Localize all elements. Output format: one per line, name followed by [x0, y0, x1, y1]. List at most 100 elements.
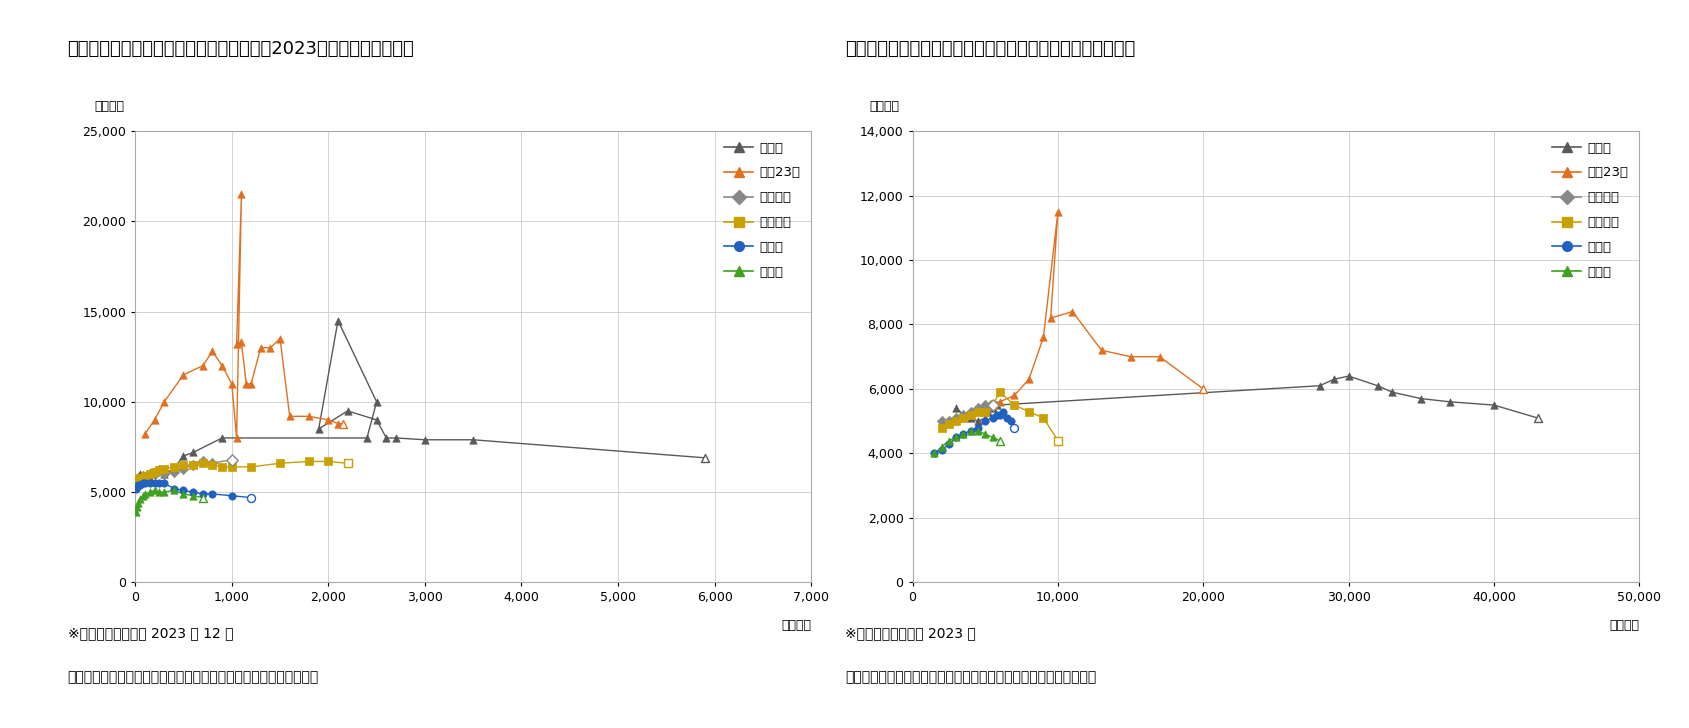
Point [978, 432, 1005, 443]
Point [927, 441, 954, 453]
Point [382, 432, 409, 444]
Point [1523, 412, 1551, 424]
Point [132, 488, 159, 499]
Point [179, 490, 206, 502]
Point [1029, 412, 1056, 424]
Point [179, 459, 206, 471]
Text: ※各項目の白抜きは 2023 年 12 月: ※各項目の白抜きは 2023 年 12 月 [68, 626, 233, 640]
Point [971, 428, 998, 440]
Legend: 首都圈, 東京23区, 東京都下, 神奈川県, 埼玉県, 千葉県: 首都圈, 東京23区, 東京都下, 神奈川県, 埼玉県, 千葉県 [1547, 138, 1632, 283]
Point [956, 425, 983, 437]
Point [986, 435, 1013, 446]
Point [1000, 389, 1027, 401]
Point [964, 425, 991, 437]
Point [171, 459, 198, 471]
Point [363, 414, 390, 426]
Point [189, 488, 216, 499]
Point [927, 444, 954, 456]
Point [127, 468, 154, 480]
Point [150, 396, 177, 408]
Point [228, 336, 255, 348]
Point [137, 478, 164, 489]
Point [927, 422, 954, 433]
Point [127, 474, 154, 486]
Point [1407, 393, 1434, 405]
Point [942, 412, 969, 424]
Text: （資料）不動産経済研究所の公表を基にニッセイ基礎研究所が作成: （資料）不動産経済研究所の公表を基にニッセイ基礎研究所が作成 [844, 670, 1096, 684]
Point [1145, 351, 1172, 363]
Point [373, 432, 400, 444]
Point [171, 450, 198, 462]
Text: ※各項目の白抜きは 2023 年: ※各項目の白抜きは 2023 年 [844, 626, 975, 640]
Point [145, 464, 172, 476]
Point [123, 478, 150, 489]
Point [238, 491, 265, 503]
Point [936, 435, 963, 446]
Point [942, 412, 969, 424]
Point [208, 360, 235, 371]
Point [140, 478, 167, 489]
Point [218, 454, 245, 465]
Point [150, 478, 177, 489]
Point [189, 457, 216, 469]
Point [132, 472, 159, 483]
Point [978, 412, 1005, 424]
Point [334, 405, 361, 416]
Point [223, 339, 250, 350]
Point [123, 506, 150, 518]
Point [179, 459, 206, 471]
Point [927, 416, 954, 427]
Point [171, 369, 198, 381]
Point [132, 470, 159, 482]
Point [247, 342, 274, 354]
Point [137, 468, 164, 480]
Point [238, 378, 265, 389]
Point [983, 409, 1010, 421]
Point [949, 428, 976, 440]
Point [410, 434, 437, 446]
Point [956, 409, 983, 421]
Point [150, 468, 177, 480]
Point [978, 399, 1005, 411]
Point [976, 399, 1003, 411]
Point [140, 467, 167, 478]
Point [171, 488, 198, 499]
Point [1037, 312, 1064, 324]
Point [956, 412, 983, 424]
Point [956, 405, 983, 417]
Point [130, 472, 157, 483]
Point [1319, 373, 1346, 385]
Point [160, 485, 187, 496]
Point [130, 490, 157, 502]
Point [127, 494, 154, 505]
Text: 図表３　首都圈新築マンション平均価格（2023年月次・エリア別）: 図表３ 首都圈新築マンション平均価格（2023年月次・エリア別） [68, 40, 414, 58]
Point [986, 396, 1013, 408]
Point [171, 463, 198, 475]
Point [993, 412, 1020, 424]
Point [1015, 373, 1042, 385]
Point [160, 461, 187, 472]
Point [150, 486, 177, 498]
Point [363, 396, 390, 408]
Point [997, 416, 1024, 427]
Point [942, 416, 969, 427]
Point [971, 399, 998, 411]
Point [986, 387, 1013, 398]
Point [199, 346, 226, 357]
Point [189, 491, 216, 503]
Point [1334, 371, 1361, 382]
Point [353, 432, 380, 444]
Point [1480, 399, 1507, 411]
Point [137, 468, 164, 480]
Point [971, 405, 998, 417]
Point [171, 485, 198, 496]
Point [125, 497, 152, 509]
Text: （万戸）: （万戸） [780, 619, 811, 631]
Point [1088, 344, 1115, 356]
Point [949, 409, 976, 421]
Point [964, 403, 991, 414]
Point [160, 467, 187, 478]
Point [150, 468, 177, 480]
Point [233, 378, 260, 389]
Point [223, 432, 250, 444]
